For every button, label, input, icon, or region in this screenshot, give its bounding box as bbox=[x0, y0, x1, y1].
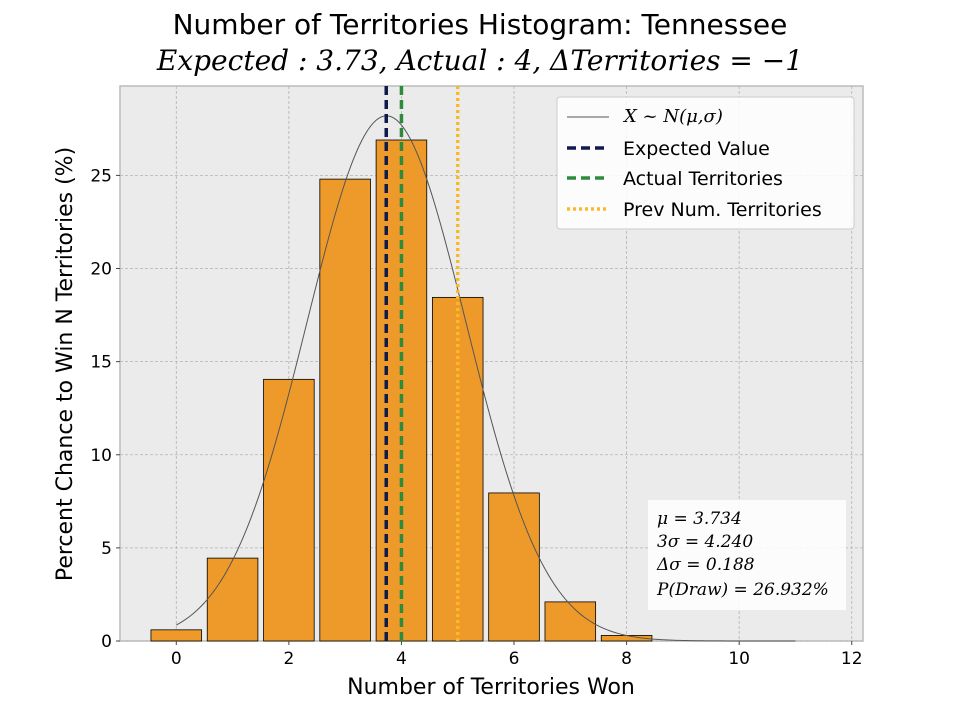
bar bbox=[263, 378, 315, 642]
bar bbox=[150, 629, 203, 642]
bar bbox=[375, 139, 428, 642]
y-tick-label: 10 bbox=[90, 446, 112, 466]
x-tick-label: 4 bbox=[396, 649, 407, 669]
vertical-lines bbox=[384, 86, 460, 641]
bar bbox=[544, 601, 597, 642]
y-axis-label: Percent Chance to Win N Territories (%) bbox=[53, 147, 78, 581]
ticks: 0 2 4 6 8 10 12 0 5 10 15 20 25 bbox=[90, 166, 862, 669]
legend-box bbox=[556, 96, 855, 230]
stats-p-draw: P(Draw) = 26.932% bbox=[656, 580, 829, 600]
stats-mu: μ = 3.734 bbox=[657, 509, 742, 529]
bar bbox=[319, 178, 371, 642]
y-tick-label: 25 bbox=[90, 166, 112, 186]
x-tick-label: 12 bbox=[841, 649, 863, 669]
bar bbox=[488, 492, 540, 642]
x-tick-label: 8 bbox=[621, 649, 632, 669]
stats-delta-sigma: Δσ = 0.188 bbox=[656, 555, 755, 575]
x-tick-label: 10 bbox=[728, 649, 750, 669]
normal-curve bbox=[176, 115, 796, 642]
x-axis-label: Number of Territories Won bbox=[347, 675, 635, 700]
stats-3sigma: 3σ = 4.240 bbox=[657, 532, 753, 552]
bar bbox=[206, 557, 259, 642]
chart-subtitle: Expected : 3.73, Actual : 4, ΔTerritorie… bbox=[156, 44, 804, 77]
x-tick-label: 6 bbox=[509, 649, 520, 669]
legend-expected-label: Expected Value bbox=[623, 138, 770, 160]
y-tick-label: 20 bbox=[90, 260, 112, 280]
chart-title: Number of Territories Histogram: Tenness… bbox=[172, 8, 788, 41]
legend-curve-label: X ~ N(μ,σ) bbox=[622, 106, 723, 127]
stats-background bbox=[648, 500, 846, 610]
x-tick-label: 0 bbox=[171, 649, 182, 669]
legend-actual-label: Actual Territories bbox=[623, 168, 783, 190]
stats-box: μ = 3.734 3σ = 4.240 Δσ = 0.188 P(Draw) … bbox=[648, 500, 846, 610]
bar bbox=[431, 296, 484, 642]
y-tick-label: 15 bbox=[90, 353, 112, 373]
bars bbox=[150, 139, 653, 642]
x-tick-label: 2 bbox=[283, 649, 294, 669]
y-tick-label: 0 bbox=[101, 632, 112, 652]
legend: X ~ N(μ,σ) Expected Value Actual Territo… bbox=[556, 96, 855, 230]
legend-prev-label: Prev Num. Territories bbox=[623, 199, 822, 221]
y-tick-label: 5 bbox=[101, 539, 112, 559]
